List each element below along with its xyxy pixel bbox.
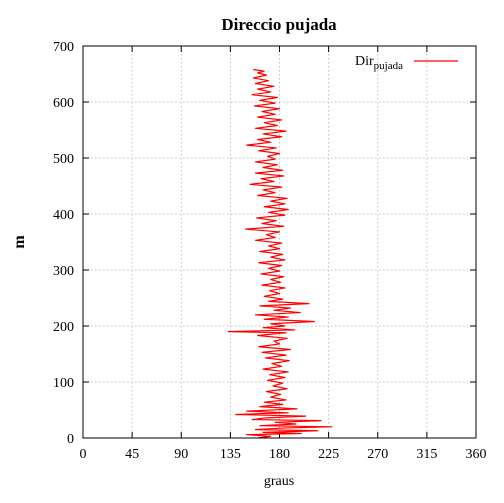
y-tick-label: 700: [53, 40, 74, 55]
series-dir-pujada-line: [227, 68, 333, 439]
y-tick-label: 400: [53, 208, 74, 223]
y-tick-label: 600: [53, 96, 74, 111]
legend-label-sub: pujada: [374, 60, 403, 72]
x-tick-label: 0: [80, 447, 87, 462]
x-tick-label: 135: [220, 447, 241, 462]
y-tick-label: 500: [53, 152, 74, 167]
y-tick-label: 300: [53, 264, 74, 279]
y-tick-label: 100: [53, 376, 74, 391]
y-axis-label: m: [11, 235, 28, 249]
chart-title: Direccio pujada: [221, 15, 337, 34]
y-tick-labels: 0 100 200 300 400 500 600 700: [53, 40, 74, 447]
x-tick-labels: 0 45 90 135 180 225 270 315 360: [80, 447, 487, 462]
legend-label: Dirpujada: [355, 54, 403, 72]
x-tick-label: 90: [174, 447, 188, 462]
x-tick-label: 270: [367, 447, 388, 462]
legend: Dirpujada: [355, 54, 458, 72]
x-tick-label: 315: [416, 447, 437, 462]
x-tick-label: 45: [125, 447, 139, 462]
x-tick-label: 180: [269, 447, 290, 462]
x-tick-label: 360: [466, 447, 487, 462]
plot-frame: [82, 45, 477, 439]
legend-label-main: Dir: [355, 54, 374, 69]
y-tick-label: 0: [67, 432, 74, 447]
y-tick-label: 200: [53, 320, 74, 335]
x-tick-label: 225: [318, 447, 339, 462]
grid: [83, 46, 476, 438]
x-axis-label: graus: [264, 474, 294, 489]
